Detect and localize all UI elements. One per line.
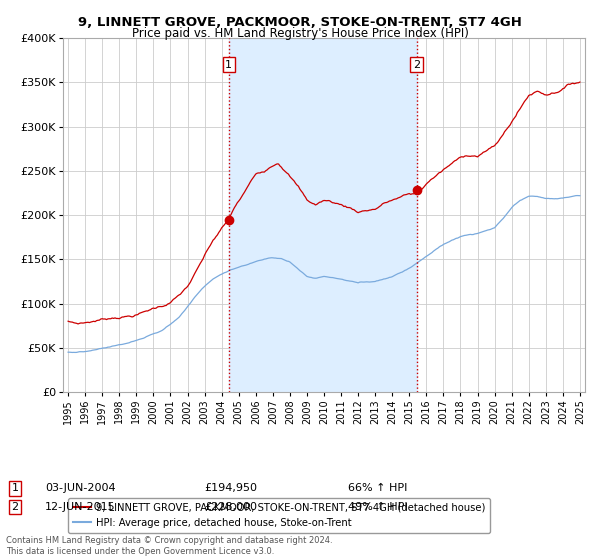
Text: 49% ↑ HPI: 49% ↑ HPI [348, 502, 407, 512]
Text: 2: 2 [413, 59, 421, 69]
Text: £194,950: £194,950 [204, 483, 257, 493]
Text: Contains HM Land Registry data © Crown copyright and database right 2024.
This d: Contains HM Land Registry data © Crown c… [6, 536, 332, 556]
Bar [229, 38, 417, 392]
Text: 66% ↑ HPI: 66% ↑ HPI [348, 483, 407, 493]
Text: 03-JUN-2004: 03-JUN-2004 [45, 483, 116, 493]
Text: 2: 2 [11, 502, 19, 512]
Text: 1: 1 [226, 59, 232, 69]
Legend: 9, LINNETT GROVE, PACKMOOR, STOKE-ON-TRENT, ST7 4GH (detached house), HPI: Avera: 9, LINNETT GROVE, PACKMOOR, STOKE-ON-TRE… [68, 498, 490, 533]
Text: 1: 1 [11, 483, 19, 493]
Text: 9, LINNETT GROVE, PACKMOOR, STOKE-ON-TRENT, ST7 4GH: 9, LINNETT GROVE, PACKMOOR, STOKE-ON-TRE… [78, 16, 522, 29]
Text: £228,000: £228,000 [204, 502, 257, 512]
Text: Price paid vs. HM Land Registry's House Price Index (HPI): Price paid vs. HM Land Registry's House … [131, 27, 469, 40]
Text: 12-JUN-2015: 12-JUN-2015 [45, 502, 116, 512]
